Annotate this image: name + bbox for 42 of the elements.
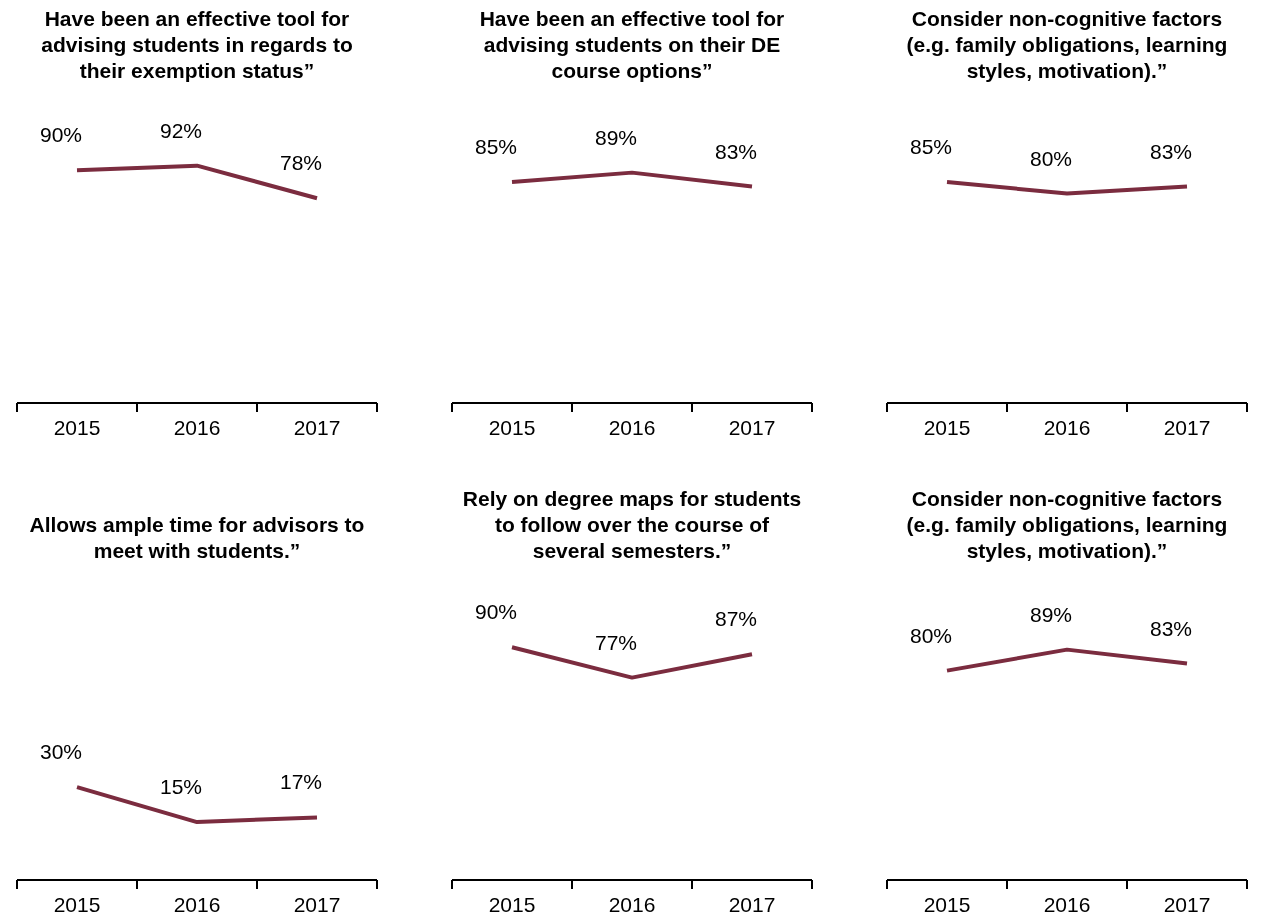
- x-tick-label: 2017: [293, 416, 341, 439]
- data-label: 85%: [909, 134, 953, 158]
- x-tick-label: 2015: [923, 893, 971, 916]
- data-label: 80%: [909, 623, 953, 647]
- x-tick-label: 2017: [1163, 416, 1211, 439]
- data-label: 83%: [714, 139, 758, 163]
- data-label: 15%: [159, 775, 203, 799]
- chart-title: Rely on degree maps for students to follow over the course of several semesters.”: [462, 487, 802, 562]
- data-label: 83%: [1149, 616, 1193, 640]
- x-tick-label: 2016: [1043, 893, 1091, 916]
- data-label: 17%: [279, 770, 323, 794]
- x-tick-label: 2016: [1043, 416, 1091, 439]
- data-label: 90%: [474, 600, 518, 624]
- chart-title: Allows ample time for advisors to meet with students.”: [29, 513, 365, 562]
- chart-title: Have been an effective tool for advising students on their DE course options”: [479, 7, 785, 82]
- x-tick-label: 2015: [488, 416, 536, 439]
- x-tick-label: 2017: [728, 416, 776, 439]
- data-label: 80%: [1029, 146, 1073, 170]
- data-label: 90%: [39, 123, 83, 147]
- data-label: 92%: [159, 118, 203, 142]
- data-label: 30%: [39, 740, 83, 764]
- data-label: 85%: [474, 134, 518, 158]
- chart-title: Consider non-cognitive factors (e.g. family obligations, learning styles, motivation).”: [906, 487, 1228, 562]
- x-tick-label: 2016: [173, 416, 221, 439]
- x-tick-label: 2016: [608, 416, 656, 439]
- x-tick-label: 2017: [728, 893, 776, 916]
- x-tick-label: 2017: [293, 893, 341, 916]
- chart-title: Have been an effective tool for advising students in regards to their exemption status”: [41, 7, 353, 82]
- x-tick-label: 2015: [488, 893, 536, 916]
- data-label: 83%: [1149, 139, 1193, 163]
- x-tick-label: 2017: [1163, 893, 1211, 916]
- chart-title: Consider non-cognitive factors (e.g. family obligations, learning styles, motivation).”: [906, 7, 1228, 82]
- data-label: 89%: [594, 125, 638, 149]
- x-tick-label: 2016: [608, 893, 656, 916]
- x-tick-label: 2016: [173, 893, 221, 916]
- x-tick-label: 2015: [53, 416, 101, 439]
- x-tick-label: 2015: [923, 416, 971, 439]
- data-label: 89%: [1029, 602, 1073, 626]
- x-tick-label: 2015: [53, 893, 101, 916]
- data-label: 77%: [594, 630, 638, 654]
- data-label: 78%: [279, 151, 323, 175]
- data-label: 87%: [714, 607, 758, 631]
